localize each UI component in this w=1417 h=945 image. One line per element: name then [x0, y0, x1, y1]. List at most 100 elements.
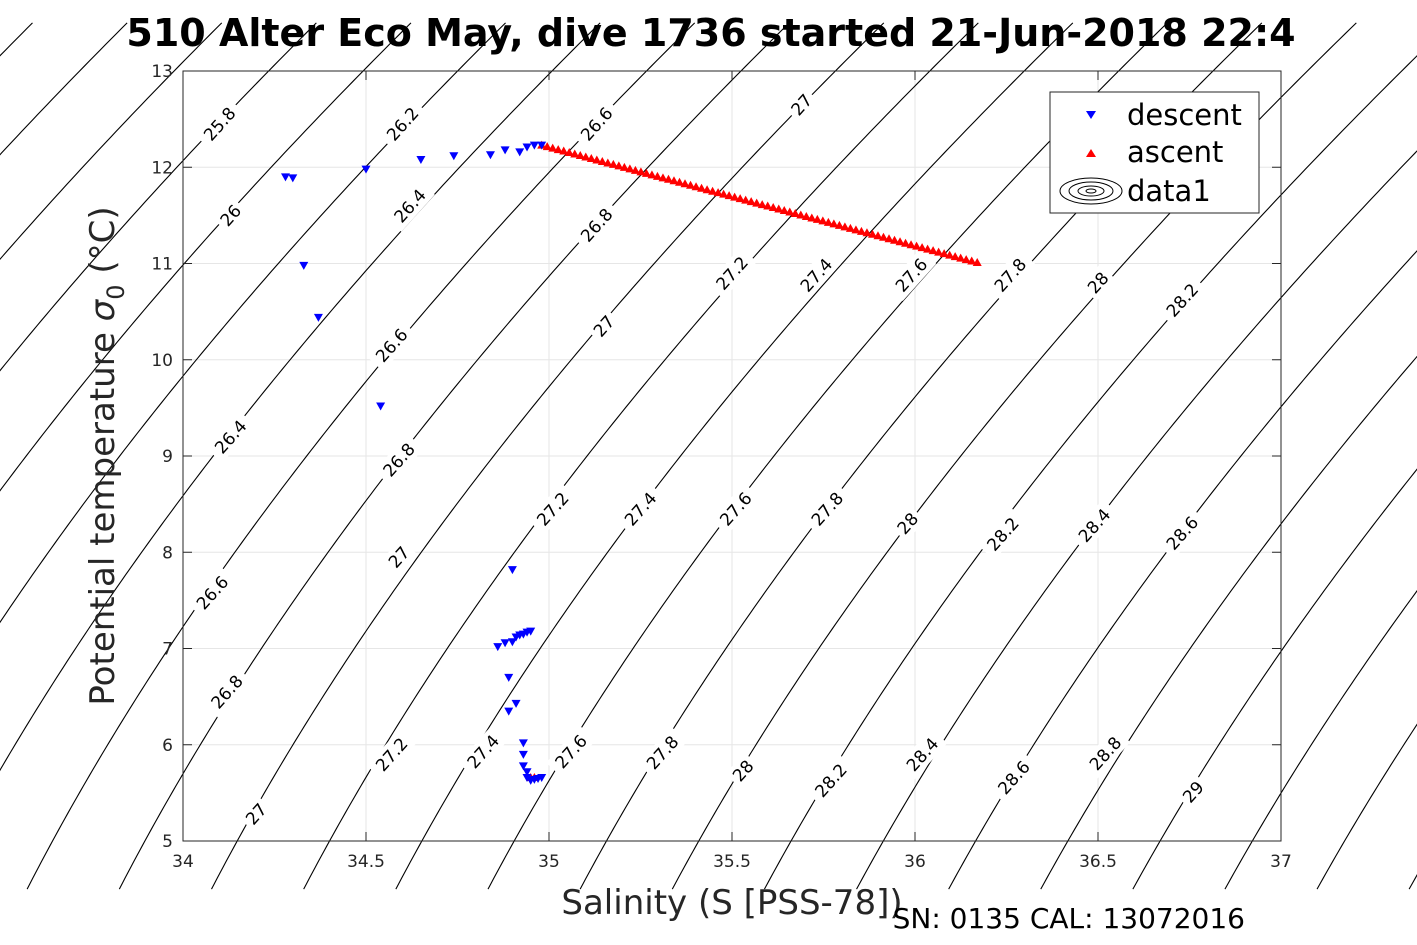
descent-point	[537, 141, 547, 150]
ascent-point	[542, 142, 552, 151]
ascent-point	[901, 238, 911, 247]
x-tick-label: 36	[904, 852, 926, 872]
ascent-point	[719, 189, 729, 198]
ascent-point	[625, 164, 635, 173]
descent-point	[522, 143, 532, 152]
descent-point	[526, 627, 536, 636]
chart-title: 510 Alter Eco May, dive 1736 started 21-…	[126, 11, 1295, 55]
ascent-point	[906, 240, 916, 249]
y-tick-label: 11	[151, 255, 173, 275]
density-contour-line	[0, 22, 412, 492]
ascent-point	[812, 214, 822, 223]
contour-label-background	[791, 249, 842, 301]
contour-label-background	[615, 482, 666, 535]
contour-label-background	[897, 728, 948, 781]
ascent-point	[923, 244, 933, 253]
ascent-point	[608, 159, 618, 168]
ascent-point	[559, 146, 569, 155]
ascent-point	[928, 246, 938, 255]
descent-point	[504, 673, 514, 682]
ascent-point	[823, 217, 833, 226]
descent-point	[507, 566, 517, 575]
contour-label-background	[586, 307, 622, 345]
ascent-point	[564, 148, 574, 157]
density-contour-line	[1132, 468, 1417, 890]
contour-label-background	[212, 197, 249, 234]
descent-point	[511, 699, 521, 708]
x-tick-label: 35	[538, 852, 560, 872]
descent-point	[518, 750, 528, 759]
descent-series	[280, 141, 547, 785]
ascent-point	[730, 192, 740, 201]
ascent-point	[553, 145, 563, 154]
x-axis-ticks: 34 34.5 35 35.5 36 36.5 37	[172, 71, 1292, 872]
ascent-point	[548, 143, 558, 152]
y-axis-label: Potential temperature σ0 (°C)	[83, 206, 130, 705]
contour-label-background	[205, 410, 256, 463]
ascent-point	[570, 149, 580, 158]
y-tick-label: 8	[162, 543, 173, 563]
legend-ascent-label: ascent	[1127, 135, 1223, 169]
legend-contour-icon	[1059, 177, 1123, 205]
descent-point	[485, 151, 495, 160]
contour-label-background	[707, 247, 757, 300]
ascent-point	[669, 176, 679, 185]
serial-calibration-text: SN: 0135 CAL: 13072016	[893, 902, 1245, 935]
ascent-point	[961, 255, 971, 264]
ascent-point	[636, 167, 646, 176]
y-axis-label-text: Potential temperature	[83, 332, 123, 705]
ascent-point	[675, 177, 685, 186]
contour-label: 27.2	[366, 728, 417, 781]
y-axis-label-subscript: 0	[102, 284, 130, 299]
ascent-point	[658, 173, 668, 182]
ascent-point	[834, 220, 844, 229]
ascent-point	[840, 222, 850, 231]
contour-label-background	[1157, 274, 1208, 327]
ascent-point	[757, 200, 767, 209]
ascent-point	[785, 207, 795, 216]
density-contour-line	[26, 22, 696, 890]
contour-label-background	[571, 97, 622, 150]
ascent-point	[912, 241, 922, 250]
ascent-point	[956, 253, 966, 262]
x-axis-label: Salinity (S [PSS-78])	[561, 883, 902, 923]
density-contour-line	[763, 55, 1417, 890]
ascent-point	[724, 191, 734, 200]
y-tick-label: 6	[162, 736, 173, 756]
descent-point	[313, 313, 323, 322]
contour-label-background	[1080, 264, 1116, 301]
contour-label-background	[1175, 773, 1212, 811]
ascent-point	[702, 185, 712, 194]
y-tick-label: 12	[151, 158, 173, 178]
y-tick-label: 7	[162, 640, 173, 660]
ascent-point	[630, 165, 640, 174]
descent-point	[507, 638, 517, 647]
ascent-point	[873, 231, 883, 240]
ascent-point	[895, 237, 905, 246]
y-tick-label: 13	[151, 62, 173, 82]
ascent-point	[862, 228, 872, 237]
ascent-point	[774, 204, 784, 213]
ascent-series	[526, 140, 982, 781]
descent-point	[416, 156, 426, 165]
contour-label-background	[889, 505, 926, 542]
density-contour-line	[948, 250, 1417, 890]
contour-label-background	[985, 249, 1036, 301]
ascent-point	[746, 197, 756, 206]
x-tick-label: 34.5	[347, 852, 385, 872]
descent-point	[280, 173, 290, 182]
ascent-point	[735, 194, 745, 203]
density-contour-line	[0, 22, 223, 261]
descent-point	[529, 141, 539, 150]
legend-descent-marker	[1086, 111, 1096, 119]
x-tick-label: 35.5	[713, 852, 751, 872]
legend: descent ascent data1	[1049, 91, 1260, 214]
ascent-point	[851, 225, 861, 234]
contour-label-background	[886, 249, 937, 301]
y-tick-label: 9	[162, 447, 173, 467]
contour-label: 27.6	[710, 482, 761, 535]
ascent-point	[680, 179, 690, 188]
ascent-point	[878, 232, 888, 241]
ascent-point	[867, 229, 877, 238]
ascent-point	[713, 188, 723, 197]
